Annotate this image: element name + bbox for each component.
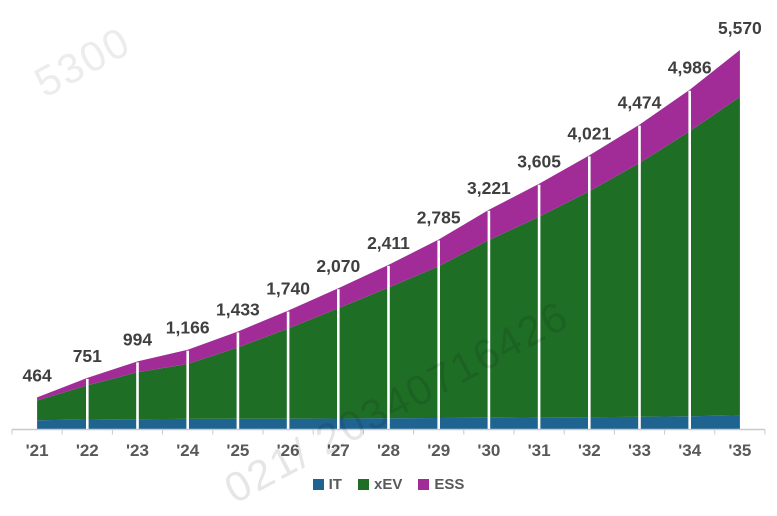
value-label: 4,474 <box>618 93 662 113</box>
legend-label-xev: xEV <box>373 476 403 493</box>
value-label: 751 <box>73 346 102 366</box>
legend-item-it: IT <box>312 476 342 493</box>
x-axis-label: '27 <box>327 441 350 460</box>
x-axis-label: '30 <box>477 441 500 460</box>
value-label: 2,070 <box>316 256 360 276</box>
x-axis-label: '25 <box>226 441 249 460</box>
x-axis-label: '28 <box>377 441 400 460</box>
x-axis-label: '34 <box>678 441 701 460</box>
legend-item-xev: xEV <box>357 476 403 493</box>
x-axis-label: '26 <box>277 441 300 460</box>
x-axis-label: '31 <box>528 441 551 460</box>
value-label: 4,986 <box>668 58 712 78</box>
x-axis-label: '23 <box>126 441 149 460</box>
value-label: 464 <box>22 365 51 385</box>
area-series-xEV <box>37 96 740 421</box>
value-label: 2,785 <box>417 208 461 228</box>
legend-label-ess: ESS <box>434 476 465 493</box>
x-axis-label: '24 <box>176 441 199 460</box>
value-label: 4,021 <box>567 123 611 143</box>
x-axis-label: '32 <box>578 441 601 460</box>
legend-swatch-it-icon <box>312 479 324 490</box>
value-label: 2,411 <box>367 233 410 253</box>
x-axis-label: '35 <box>728 441 751 460</box>
legend-swatch-ess-icon <box>418 479 430 490</box>
value-label: 3,221 <box>467 178 511 198</box>
x-axis-label: '29 <box>427 441 450 460</box>
value-label: 1,433 <box>216 300 260 320</box>
legend-item-ess: ESS <box>418 476 464 493</box>
x-axis-label: '33 <box>628 441 651 460</box>
value-label: 3,605 <box>517 152 561 172</box>
value-label: 1,166 <box>166 318 210 338</box>
chart-legend: IT xEV ESS <box>0 476 777 493</box>
x-axis-label: '21 <box>26 441 49 460</box>
value-label: 994 <box>123 329 152 349</box>
legend-label-it: IT <box>328 476 342 493</box>
value-label: 1,740 <box>266 279 310 299</box>
value-label: 5,570 <box>718 18 762 38</box>
legend-swatch-xev-icon <box>357 479 369 490</box>
x-axis-label: '22 <box>76 441 99 460</box>
